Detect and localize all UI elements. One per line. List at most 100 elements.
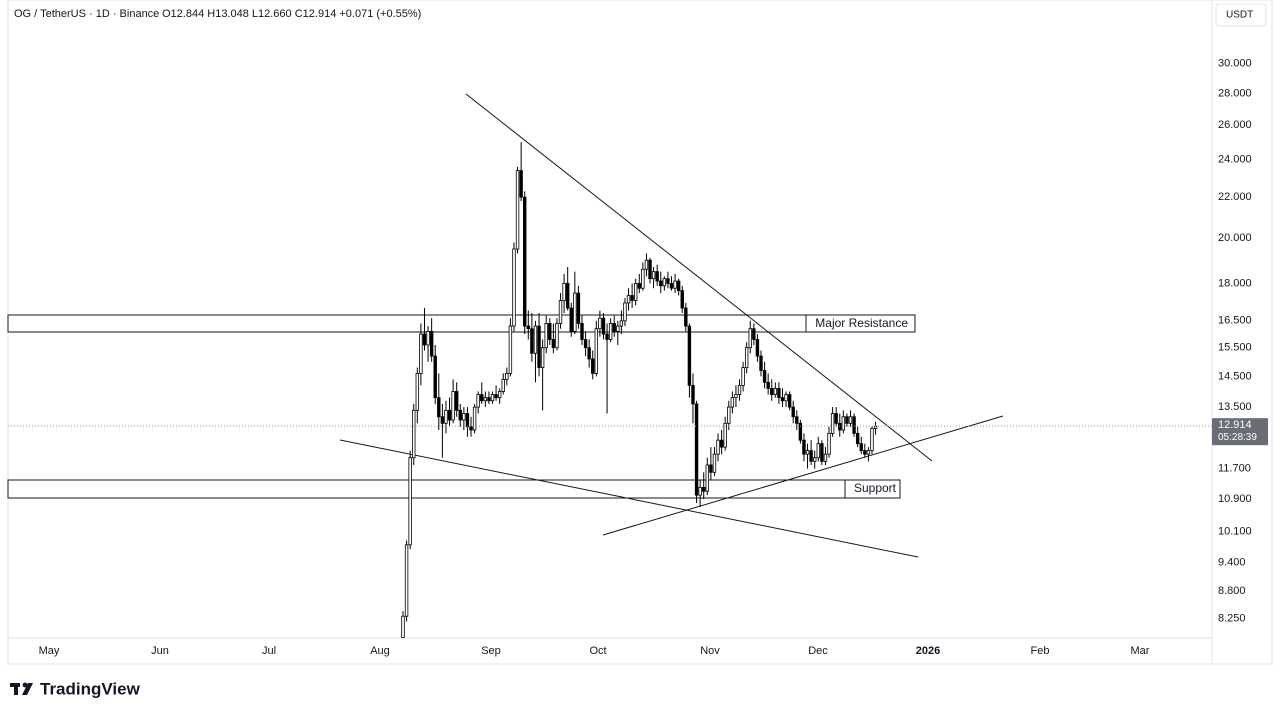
candle-body xyxy=(662,278,667,287)
candle-body xyxy=(580,323,584,340)
candle-body xyxy=(784,394,788,402)
candle-body xyxy=(659,280,663,287)
candle-body xyxy=(515,170,520,250)
y-tick-label: 10.100 xyxy=(1218,526,1252,538)
x-tick-label: Feb xyxy=(1031,645,1050,657)
x-tick-label: 2026 xyxy=(916,645,940,657)
candle-body xyxy=(562,283,566,301)
x-tick-label: Dec xyxy=(808,645,828,657)
candle-body xyxy=(673,280,677,289)
candle-body xyxy=(519,170,523,198)
y-tick-label: 9.400 xyxy=(1218,557,1246,569)
candle-body xyxy=(852,416,856,434)
candle-body xyxy=(863,450,867,455)
candle-body xyxy=(809,450,813,462)
candle-body xyxy=(415,373,420,411)
y-tick-label: 8.800 xyxy=(1218,585,1246,597)
candle-body xyxy=(598,317,602,330)
candle-body xyxy=(712,453,717,473)
candle-body xyxy=(412,409,416,459)
candle-body xyxy=(787,394,792,408)
candle-body xyxy=(487,397,491,402)
candle-body xyxy=(630,295,634,301)
support-label-box xyxy=(844,479,901,499)
candle-body xyxy=(694,403,699,496)
candle-body xyxy=(462,413,466,421)
candle-body xyxy=(483,397,488,402)
x-tick-label: Nov xyxy=(700,645,720,657)
candle-body xyxy=(666,278,670,284)
candle-body xyxy=(494,394,498,399)
x-tick-label: Jul xyxy=(262,645,276,657)
lower-trend-line xyxy=(339,439,919,558)
candle-body xyxy=(451,391,455,421)
candle-body xyxy=(408,457,412,546)
candle-body xyxy=(419,333,423,374)
candle-body xyxy=(798,422,803,441)
candle-body xyxy=(422,333,427,346)
candle-body xyxy=(755,339,760,357)
y-tick-label: 11.700 xyxy=(1218,463,1251,475)
candle-body xyxy=(540,347,545,368)
candle-body xyxy=(741,367,745,386)
brand-name: TradingView xyxy=(40,679,141,698)
candle-body xyxy=(523,196,527,327)
candles xyxy=(401,142,878,638)
candle-body xyxy=(802,439,806,455)
candle-body xyxy=(684,307,688,327)
candle-body xyxy=(576,292,581,324)
candle-body xyxy=(616,325,620,332)
candle-body xyxy=(612,323,616,332)
candle-body xyxy=(401,615,405,638)
candle-body xyxy=(813,457,817,462)
y-tick-label: 14.500 xyxy=(1218,370,1252,382)
candle-body xyxy=(458,409,462,421)
candle-body xyxy=(530,328,534,354)
candle-body xyxy=(859,443,863,452)
candle-body xyxy=(823,453,828,462)
candle-body xyxy=(637,283,641,289)
candle-body xyxy=(737,384,742,395)
candle-body xyxy=(472,406,477,431)
candle-body xyxy=(591,358,595,374)
candle-body xyxy=(601,317,606,335)
candle-body xyxy=(583,339,588,349)
candle-body xyxy=(723,422,727,448)
candle-body xyxy=(780,397,785,402)
y-tick-label: 15.500 xyxy=(1218,342,1252,354)
candle-body xyxy=(834,413,838,424)
candle-body xyxy=(762,370,767,383)
candle-body xyxy=(727,406,731,424)
candle-body xyxy=(830,413,835,434)
candle-body xyxy=(651,271,656,280)
candle-body xyxy=(734,394,738,399)
candle-body xyxy=(719,439,724,448)
candle-body xyxy=(820,443,824,462)
candle-body xyxy=(748,328,752,349)
candle-body xyxy=(626,295,631,304)
candle-body xyxy=(644,259,649,270)
candle-body xyxy=(773,388,778,395)
candle-body xyxy=(716,439,720,455)
candle-body xyxy=(573,292,577,332)
candle-body xyxy=(508,325,513,374)
candle-body xyxy=(447,409,452,421)
candle-body xyxy=(770,388,774,395)
candle-body xyxy=(551,339,556,349)
candle-body xyxy=(866,450,871,455)
candle-body xyxy=(497,391,502,399)
candle-body xyxy=(404,544,409,617)
currency[interactable]: USDT xyxy=(1226,10,1253,21)
candle-body xyxy=(752,328,756,340)
candle-body xyxy=(676,280,681,292)
candle-body xyxy=(437,397,441,418)
candle-body xyxy=(512,248,516,327)
currency-box[interactable] xyxy=(1215,3,1267,27)
candle-body xyxy=(855,432,860,445)
candle-body xyxy=(454,391,459,411)
x-tick-label: Aug xyxy=(370,645,390,657)
candle-body xyxy=(816,443,820,459)
candle-body xyxy=(777,388,781,399)
y-tick-label: 30.000 xyxy=(1218,58,1252,70)
candle-body xyxy=(558,300,563,324)
